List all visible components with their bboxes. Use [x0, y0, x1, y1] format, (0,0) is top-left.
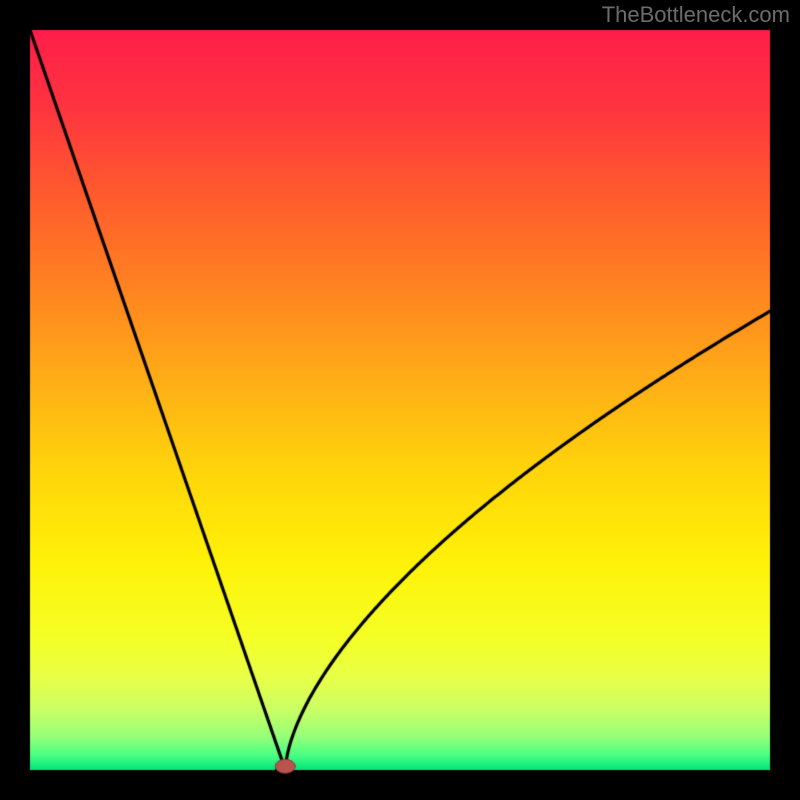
watermark-text: TheBottleneck.com — [602, 2, 790, 28]
bottleneck-curve — [0, 0, 800, 800]
chart-stage: TheBottleneck.com — [0, 0, 800, 800]
